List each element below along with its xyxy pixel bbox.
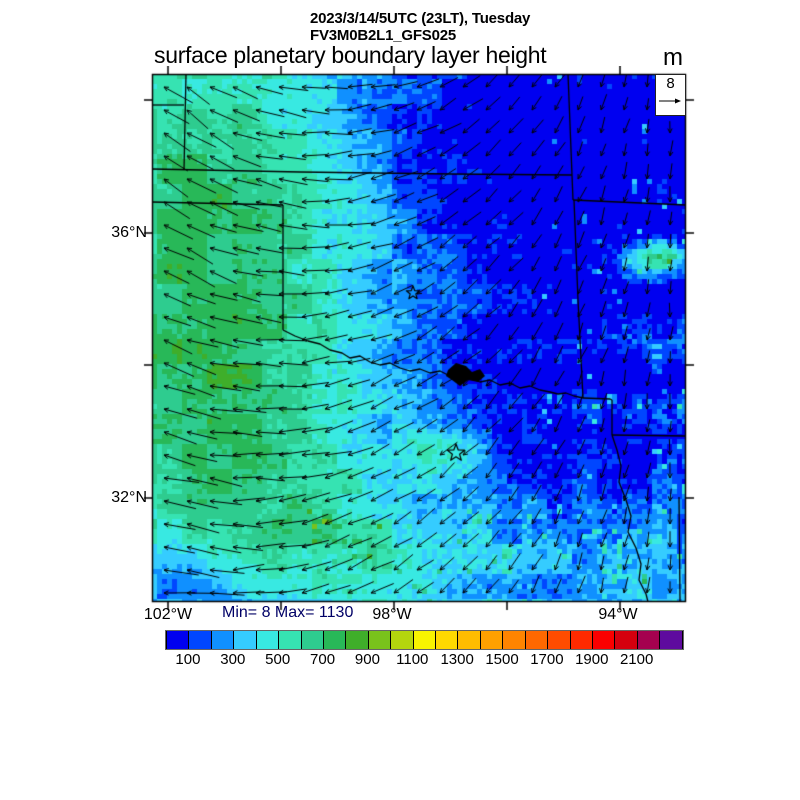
colorbar-tick-label: 900 (354, 651, 380, 668)
colorbar-segment (503, 631, 526, 649)
colorbar-segment (593, 631, 616, 649)
colorbar-segment (436, 631, 459, 649)
weather-map-canvas (140, 66, 700, 618)
colorbar-segment (458, 631, 481, 649)
page-title: surface planetary boundary layer height (154, 42, 547, 68)
lat-tick-label: 32°N (111, 489, 147, 506)
colorbar-tick-label: 100 (175, 651, 201, 668)
reference-vector-box: 8 (655, 74, 686, 116)
colorbar-segment (234, 631, 257, 649)
colorbar-segment (391, 631, 414, 649)
colorbar-tick-label: 1300 (440, 651, 474, 668)
colorbar (165, 630, 684, 650)
colorbar-segment (637, 631, 661, 649)
colorbar-segment (323, 631, 347, 649)
colorbar-segment (413, 631, 437, 649)
colorbar-tick-label: 700 (310, 651, 336, 668)
colorbar-segment (660, 631, 683, 649)
lon-tick-label: 94°W (598, 606, 638, 623)
colorbar-segment (279, 631, 302, 649)
colorbar-tick-label: 2100 (619, 651, 654, 668)
reference-vector-value: 8 (666, 75, 675, 92)
header-model-id: FV3M0B2L1_GFS025 (310, 27, 457, 44)
colorbar-segment (570, 631, 594, 649)
colorbar-tick-label: 1500 (485, 651, 519, 668)
lat-tick-label: 36°N (111, 224, 147, 241)
colorbar-tick-label: 300 (220, 651, 246, 668)
colorbar-segment (211, 631, 235, 649)
colorbar-segment (166, 631, 190, 649)
colorbar-tick-label: 1100 (396, 651, 429, 668)
colorbar-segment (548, 631, 571, 649)
units-label: m (663, 44, 683, 71)
colorbar-segment (368, 631, 392, 649)
colorbar-segment (256, 631, 280, 649)
colorbar-tick-label: 500 (265, 651, 291, 668)
header-datetime: 2023/3/14/5UTC (23LT), Tuesday (310, 10, 531, 27)
colorbar-segment (301, 631, 324, 649)
field-minmax-text: Min= 8 Max= 1130 (222, 604, 354, 621)
colorbar-tick-label: 1700 (530, 651, 564, 668)
colorbar-segment (346, 631, 369, 649)
colorbar-segment (615, 631, 638, 649)
lon-tick-label: 98°W (372, 606, 412, 623)
reference-arrow-icon (659, 98, 681, 104)
lon-tick-label: 102°W (143, 606, 193, 623)
colorbar-segment (525, 631, 549, 649)
colorbar-segment (480, 631, 504, 649)
colorbar-tick-label: 1900 (575, 651, 609, 668)
colorbar-segment (189, 631, 212, 649)
